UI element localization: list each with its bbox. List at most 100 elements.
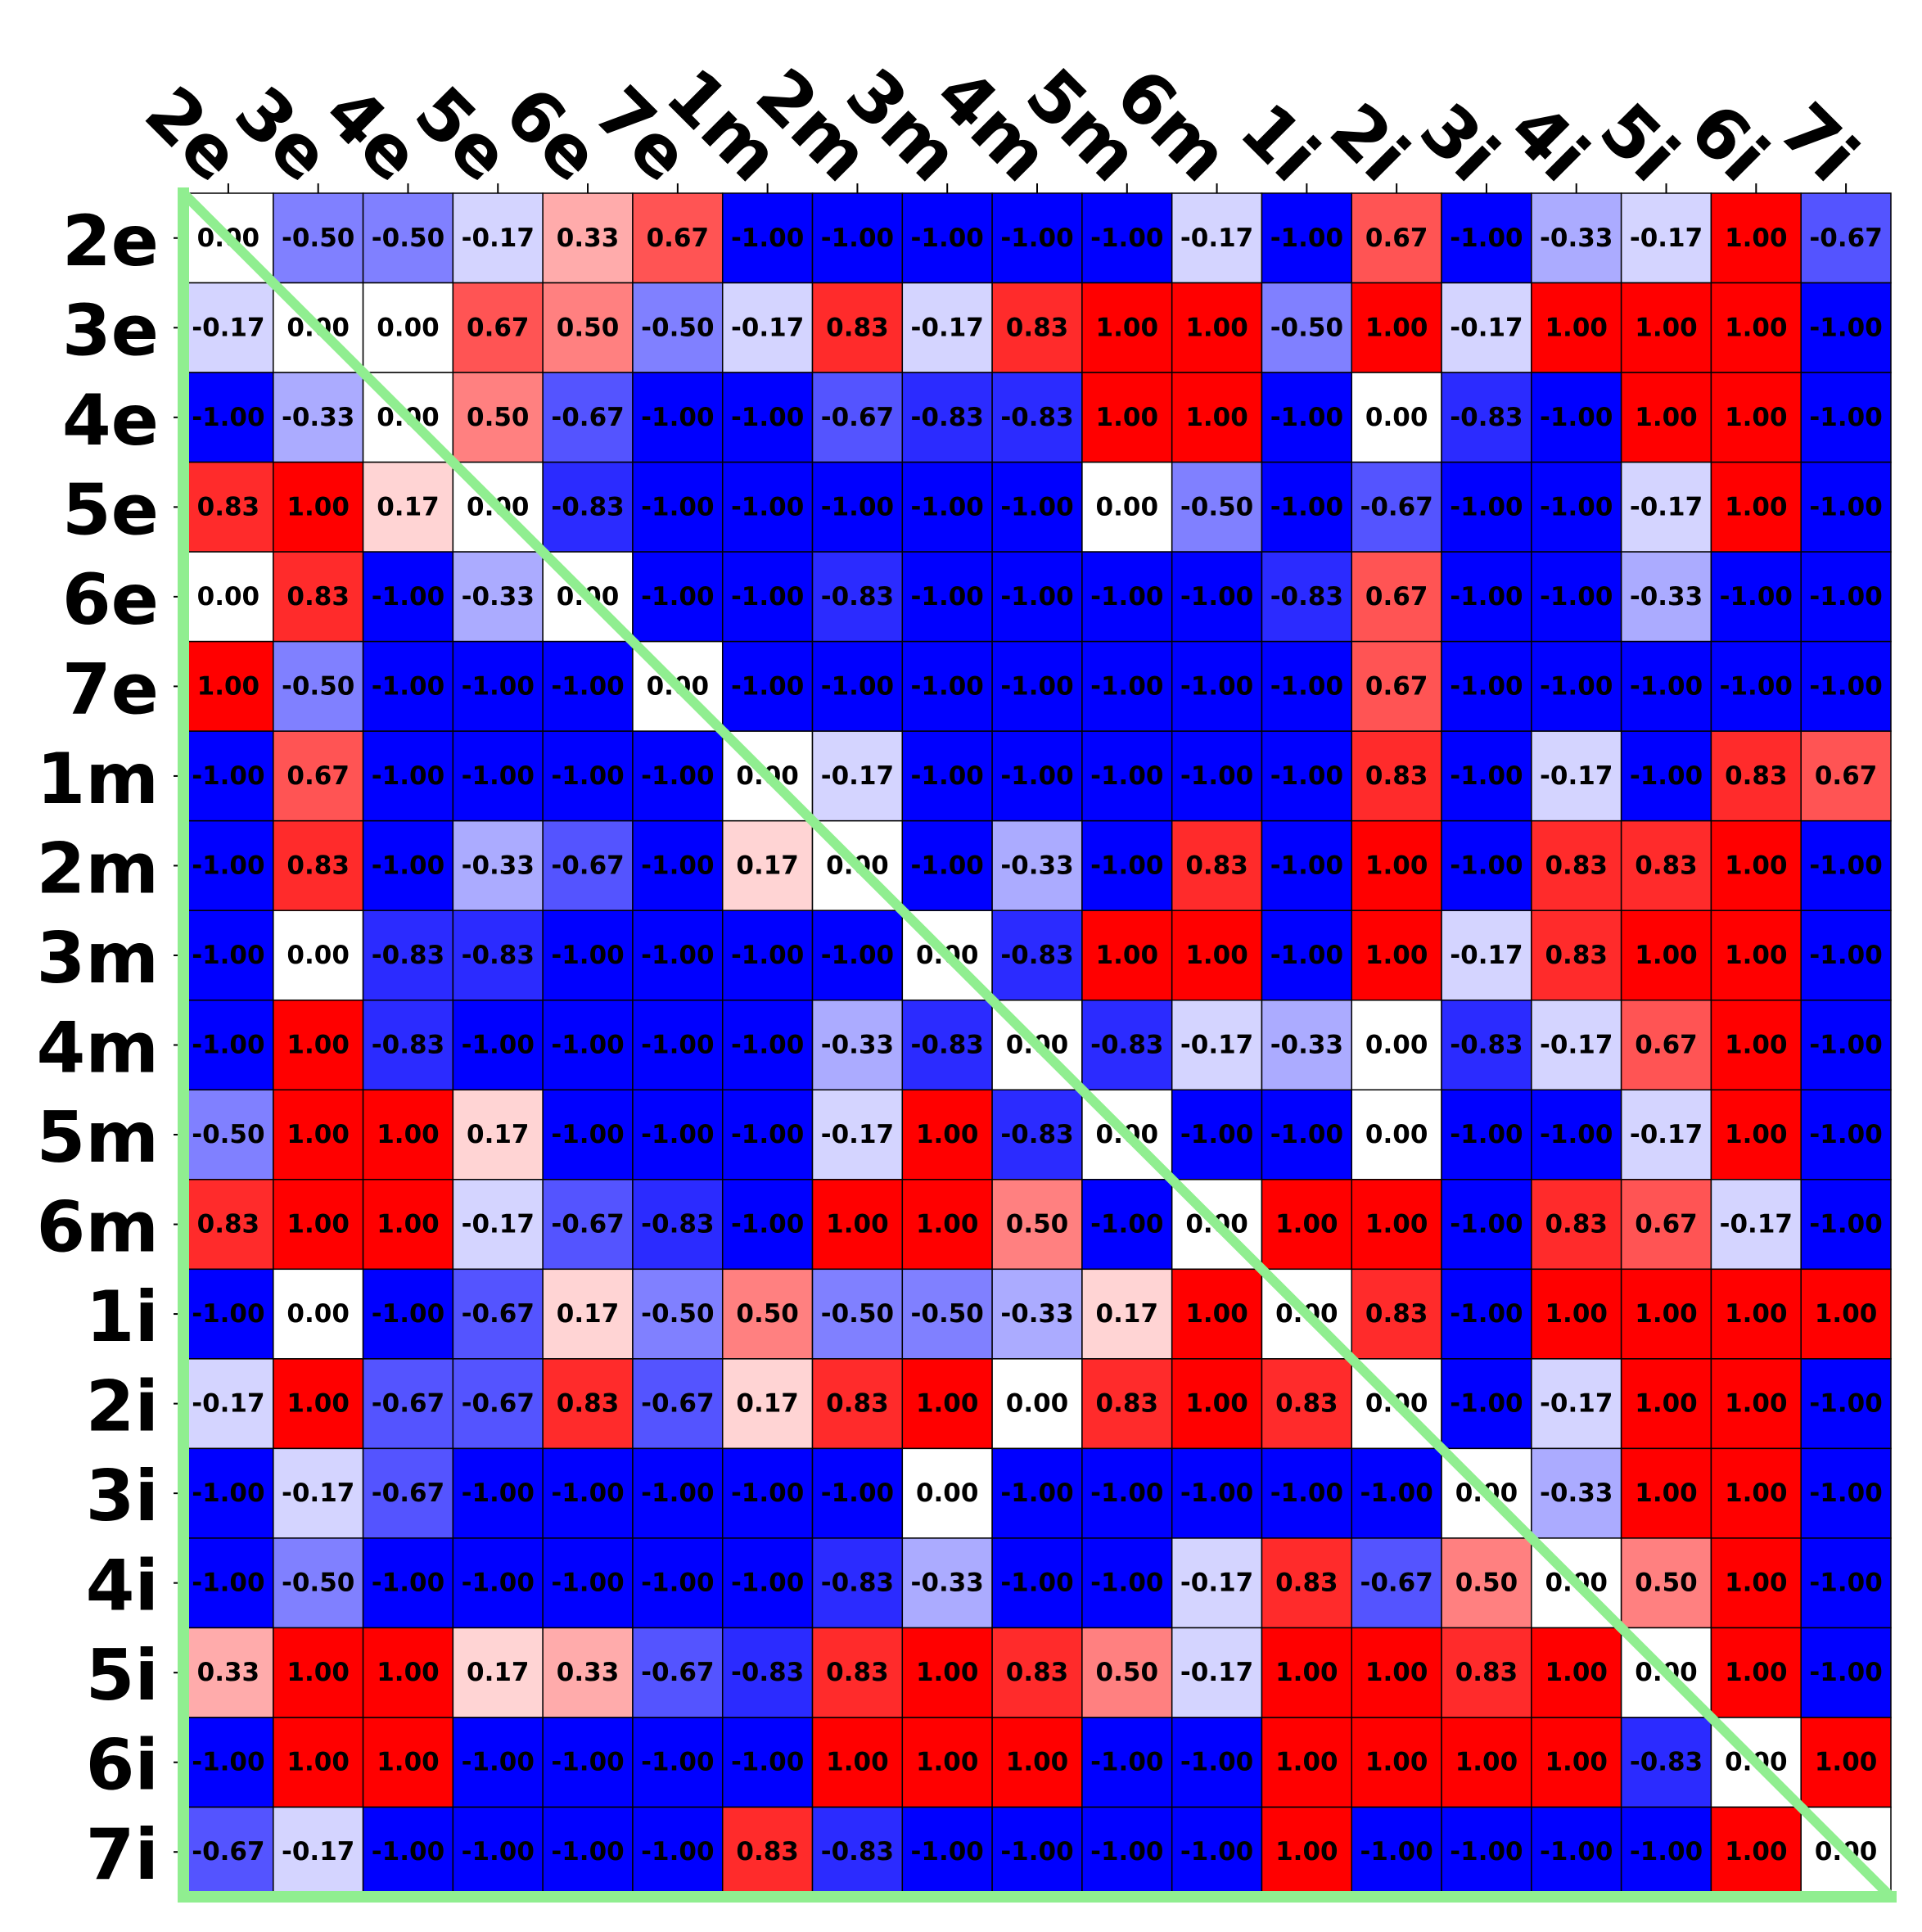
cell-value-label: -1.00 [462,1837,535,1867]
x-tick-label: 7i [1764,88,1874,198]
cell-value-label: -0.83 [641,1210,714,1239]
cell-value-label: 0.50 [736,1299,799,1329]
overlay-layer [178,187,1897,1903]
cell-value-label: -0.50 [641,1299,714,1329]
cell-value-label: 0.67 [1365,223,1428,253]
heatmap-cell [1620,1179,1712,1271]
heatmap-cell [721,461,814,553]
cell-value-label: -0.17 [1630,1120,1703,1149]
cell-value-label: -1.00 [911,492,984,521]
cell-value-label: 0.50 [1006,1210,1069,1239]
cell-value-label: -1.00 [731,1748,804,1777]
heatmap-cell [721,1268,814,1360]
cell-value-label: 0.67 [647,223,710,253]
heatmap-cell [1171,1089,1263,1180]
heatmap-cell [1800,910,1892,1001]
heatmap-cell [273,640,364,732]
cell-value-label: 0.83 [736,1837,799,1867]
cell-value-label: -0.83 [1000,403,1073,432]
heatmap-cell [1800,730,1892,822]
heatmap-cell [811,282,904,373]
heatmap-cell [1620,819,1712,911]
heatmap-cell [1081,910,1173,1001]
heatmap-cell [183,1627,274,1718]
y-tick-label: 4i [86,1546,159,1627]
cell-value-label: 0.00 [916,1478,979,1508]
cell-value-label: -1.00 [1809,313,1882,342]
cell-value-label: 1.00 [1545,1748,1608,1777]
heatmap-cell [1710,819,1802,911]
heatmap-cell [632,910,724,1001]
heatmap-cell [1710,372,1802,463]
heatmap-cell [183,1089,274,1180]
cell-value-label: -0.50 [911,1299,984,1329]
cell-value-label: -1.00 [731,1031,804,1060]
cell-value-label: -1.00 [1450,1299,1523,1329]
heatmap-cell [1441,372,1532,463]
heatmap-cell [362,1537,454,1629]
heatmap-cell [991,192,1083,284]
heatmap-cell [901,1179,993,1271]
heatmap-cell [1171,1447,1263,1539]
heatmap-cell [1800,461,1892,553]
heatmap-cell [811,1268,904,1360]
heatmap-cell [1800,819,1892,911]
cell-value-label: -1.00 [731,492,804,521]
cell-value-label: -1.00 [1720,671,1793,701]
cell-value-label: 1.00 [1185,941,1248,970]
heatmap-cell [1620,730,1712,822]
heatmap-cell [452,999,544,1091]
cell-value-label: -1.00 [1090,1837,1163,1867]
heatmap-cell [901,1806,993,1898]
cell-value-label: -1.00 [731,1569,804,1598]
cell-value-label: -1.00 [1180,1478,1253,1508]
cell-value-label: -0.83 [1450,403,1523,432]
cell-value-label: -0.33 [821,1031,894,1060]
cells-layer [183,192,1892,1898]
cell-value-label: -0.67 [192,1837,264,1867]
heatmap-cell [273,461,364,553]
y-tick-label: 4e [62,380,159,462]
heatmap-cell [1171,1806,1263,1898]
cell-value-label: -0.67 [821,403,894,432]
cell-value-label: 0.83 [1545,941,1608,970]
cell-value-label: 1.00 [1096,403,1159,432]
cell-value-label: -0.83 [821,1569,894,1598]
y-tick-label: 2m [37,828,159,910]
y-tick-label: 3e [62,290,159,372]
heatmap-cell [632,819,724,911]
cell-value-label: -1.00 [1450,761,1523,791]
cell-value-label: 1.00 [916,1210,979,1239]
cell-value-label: -1.00 [1000,223,1073,253]
heatmap-cell [1620,640,1712,732]
heatmap-cell [1261,730,1353,822]
cell-value-label: 0.00 [377,313,440,342]
cell-value-label: -1.00 [911,582,984,612]
cell-value-label: -1.00 [1809,1478,1882,1508]
cell-value-label: 1.00 [1275,1748,1338,1777]
heatmap-cell [1710,999,1802,1091]
heatmap-cell [273,1447,364,1539]
cell-value-label: -1.00 [911,761,984,791]
cell-value-label: -0.83 [462,941,535,970]
cell-value-label: -1.00 [551,671,624,701]
heatmap-cell [362,999,454,1091]
heatmap-cell [1261,1537,1353,1629]
heatmap-cell [362,640,454,732]
cell-value-label: -0.33 [1000,1299,1073,1329]
cell-value-label: -0.17 [192,1389,264,1419]
heatmap-cell [901,461,993,553]
heatmap-cell [1800,1358,1892,1450]
heatmap-cell [452,1358,544,1450]
cell-value-label: -1.00 [1090,1210,1163,1239]
cell-value-label: -0.33 [462,582,535,612]
heatmap-cell [901,1447,993,1539]
cell-value-label: 0.67 [1635,1210,1698,1239]
cell-value-label: 0.67 [1365,671,1428,701]
cell-value-label: -0.17 [1540,761,1613,791]
heatmap-cell [721,640,814,732]
heatmap-cell [542,1717,634,1808]
heatmap-cell [1531,730,1622,822]
heatmap-cell [991,1806,1083,1898]
